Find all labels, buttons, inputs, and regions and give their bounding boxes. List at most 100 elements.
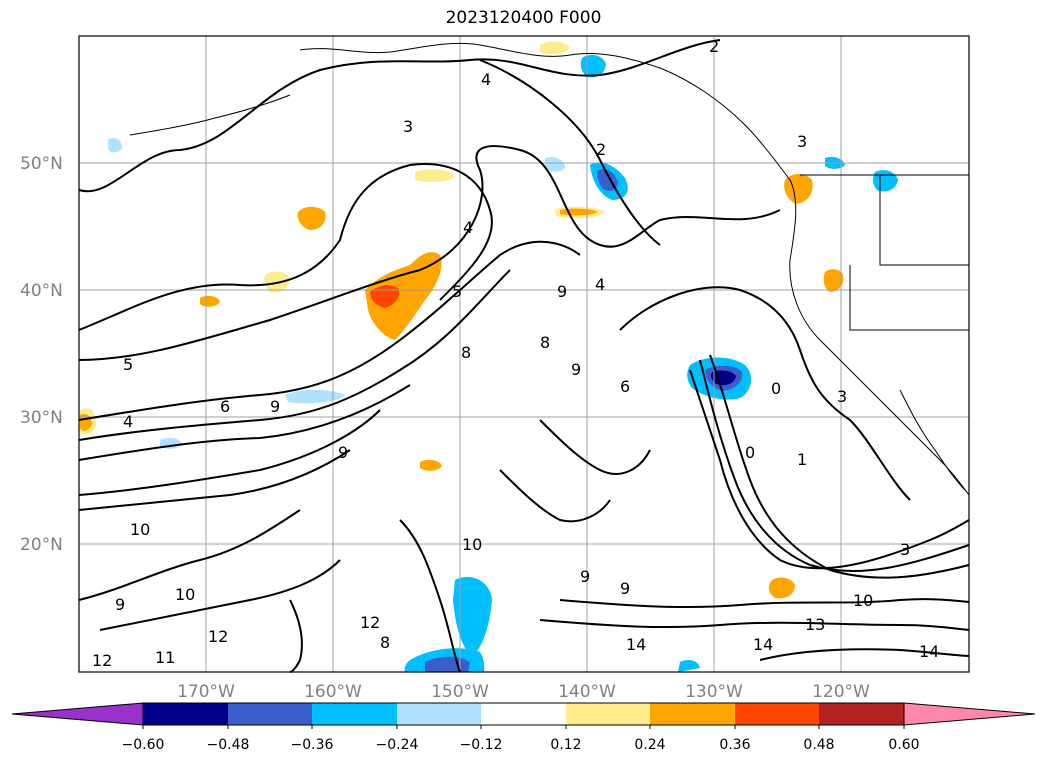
shading-blob-yellow-1 xyxy=(540,41,570,55)
shading-blob-lightblue-6 xyxy=(545,157,565,172)
contour-label: 0 xyxy=(771,379,781,398)
shading-blob-yellow-2 xyxy=(415,169,455,182)
contour-label: 10 xyxy=(130,520,150,539)
lat-label-50n: 50°N xyxy=(20,154,63,174)
contour-label: 10 xyxy=(462,535,482,554)
colorbar-tick-label: 0.12 xyxy=(550,737,581,753)
bc-coast xyxy=(789,179,970,496)
latitude-labels: 50°N 40°N 30°N 20°N xyxy=(20,154,63,555)
contour-label: 10 xyxy=(175,585,195,604)
colorbar-extend-max xyxy=(903,702,1036,726)
colorbar-segment xyxy=(735,703,819,725)
contour-label: 4 xyxy=(463,218,473,237)
contour-label: 9 xyxy=(115,595,125,614)
colorbar-segment xyxy=(312,703,397,725)
lon-label-140w: 140°W xyxy=(558,682,616,702)
shading-blob-orange-2 xyxy=(297,206,326,230)
contour-label: 3 xyxy=(900,540,910,559)
contour-label: 12 xyxy=(92,651,112,670)
lon-label-130w: 130°W xyxy=(685,682,743,702)
contour-label: 6 xyxy=(220,397,230,416)
contour-label: 6 xyxy=(620,377,630,396)
aleutian-chain xyxy=(129,94,291,136)
lat-label-40n: 40°N xyxy=(20,281,63,301)
contour-label: 9 xyxy=(620,579,630,598)
contour-label: 1 xyxy=(797,450,807,469)
contour-label: 2 xyxy=(596,140,606,159)
shading-blob-lightblue-3 xyxy=(108,137,122,153)
contour-label: 10 xyxy=(853,591,873,610)
lon-label-160w: 160°W xyxy=(304,682,362,702)
colorbar-tick-label: −0.36 xyxy=(291,737,334,753)
shading-blob-orange-9 xyxy=(420,459,442,471)
contour-label: 9 xyxy=(270,397,280,416)
shading-blob-orange-3 xyxy=(784,174,813,204)
us-state-lines xyxy=(849,175,969,331)
contour-label: 12 xyxy=(360,613,380,632)
contour-label: 9 xyxy=(338,443,348,462)
contour-label: 4 xyxy=(481,70,491,89)
shading-blob-lightblue-1 xyxy=(285,389,345,404)
colorbar-tick-label: −0.12 xyxy=(460,737,503,753)
contour-labels: 2 2 3 3 4 4 4 5 5 9 9 9 9 8 8 6 4 3 1 0 … xyxy=(92,37,939,670)
shading-blob-orange-4 xyxy=(823,269,844,292)
lat-label-30n: 30°N xyxy=(20,408,63,428)
contour-label: 3 xyxy=(797,132,807,151)
contour-label: 9 xyxy=(580,567,590,586)
contour-label: 14 xyxy=(919,642,939,661)
shading-blob-orange-large xyxy=(365,252,442,340)
colorbar-tick-label: 0.60 xyxy=(888,737,919,753)
contour-label: 3 xyxy=(403,117,413,136)
map-title: 2023120400 F000 xyxy=(445,8,602,28)
lon-label-150w: 150°W xyxy=(431,682,489,702)
colorbar-segment xyxy=(819,703,904,725)
map-frame xyxy=(78,35,970,673)
contour-label: 13 xyxy=(805,615,825,634)
contour-label: 3 xyxy=(837,387,847,406)
contour-label: 12 xyxy=(208,627,228,646)
colorbar-segment xyxy=(650,703,735,725)
graticule xyxy=(79,36,969,672)
colorbar-tick-label: −0.48 xyxy=(207,737,250,753)
shading-blob-lightblue-5 xyxy=(678,660,700,672)
contour-label: 8 xyxy=(380,633,390,652)
colorbar-ticks xyxy=(142,725,905,729)
contour-label: 4 xyxy=(595,275,605,294)
contour-label: 5 xyxy=(123,355,133,374)
longitude-labels: 170°W 160°W 150°W 140°W 130°W 120°W xyxy=(177,682,870,702)
contour-label: 4 xyxy=(123,412,133,431)
contour-label: 5 xyxy=(452,282,462,301)
map-background xyxy=(79,36,969,672)
shading-blob-orange-7 xyxy=(200,295,220,307)
colorbar-tick-label: 0.48 xyxy=(803,737,834,753)
colorbar-segment xyxy=(228,703,312,725)
colorbar-segment xyxy=(566,703,650,725)
lon-label-120w: 120°W xyxy=(812,682,870,702)
lat-label-20n: 20°N xyxy=(20,535,63,555)
contour-label: 14 xyxy=(626,635,646,654)
contour-label: 2 xyxy=(709,37,719,56)
colorbar-tick-label: −0.24 xyxy=(376,737,419,753)
coastlines xyxy=(129,42,970,496)
lon-label-170w: 170°W xyxy=(177,682,235,702)
shading-blob-orange-5 xyxy=(768,577,795,599)
contour-label: 11 xyxy=(155,648,175,667)
alaska-coast xyxy=(299,42,791,181)
colorbar-tick-label: 0.36 xyxy=(719,737,750,753)
colorbar: −0.60 −0.48 −0.36 −0.24 −0.12 0.12 0.24 … xyxy=(11,702,1036,753)
colorbar-tick-label: −0.60 xyxy=(122,737,165,753)
contour-label: 8 xyxy=(461,343,471,362)
colorbar-segment xyxy=(143,703,228,725)
contour-label: 9 xyxy=(571,360,581,379)
shading-blob-red xyxy=(370,285,400,308)
contour-label: 0 xyxy=(745,443,755,462)
contour-label: 8 xyxy=(540,333,550,352)
colorbar-tick-label: 0.24 xyxy=(634,737,665,753)
shading-blob-blue-4 xyxy=(453,576,492,655)
baja-coast xyxy=(899,389,966,491)
colorbar-extend-min xyxy=(11,702,144,726)
colorbar-frame xyxy=(142,702,905,726)
contour-label: 14 xyxy=(753,635,773,654)
height-contours xyxy=(78,39,970,673)
colorbar-segment xyxy=(397,703,481,725)
